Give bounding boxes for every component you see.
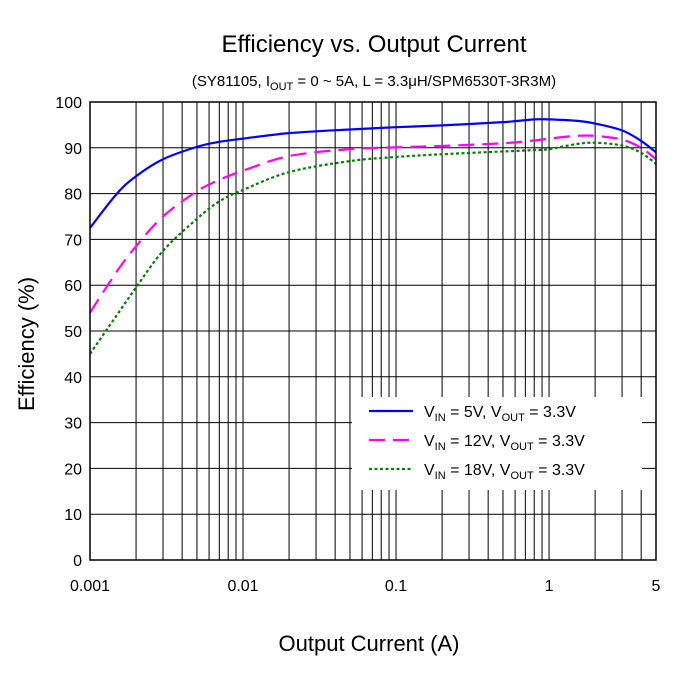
series-line xyxy=(89,134,657,314)
legend-text-part: V xyxy=(424,404,435,421)
legend-subscript: OUT xyxy=(510,441,534,453)
y-tick-label: 90 xyxy=(64,141,82,158)
legend-subscript: IN xyxy=(435,470,446,482)
legend-label: VIN = 12V, VOUT = 3.3V xyxy=(424,433,585,453)
y-tick-label: 40 xyxy=(64,370,82,387)
legend-text-part: = 18V, V xyxy=(446,462,511,479)
y-tick-label: 50 xyxy=(64,324,82,341)
y-tick-label: 30 xyxy=(64,416,82,433)
y-tick-labels: 0 10 20 30 40 50 60 70 80 90 100 xyxy=(55,95,82,570)
legend-subscript: IN xyxy=(435,441,446,453)
y-tick-label: 10 xyxy=(64,507,82,524)
y-tick-label: 20 xyxy=(64,461,82,478)
y-axis-label: Efficiency (%) xyxy=(14,277,39,411)
x-tick-label: 0.01 xyxy=(227,578,258,595)
legend-text-part: = 12V, V xyxy=(446,433,511,450)
legend-text-part: = 3.3V xyxy=(534,462,585,479)
legend-subscript: IN xyxy=(435,412,446,424)
chart-subtitle: (SY81105, IOUT = 0 ~ 5A, L = 3.3μH/SPM65… xyxy=(192,73,556,93)
subtitle-sub: OUT xyxy=(270,81,294,93)
y-tick-label: 70 xyxy=(64,232,82,249)
legend-subscript: OUT xyxy=(502,412,526,424)
plot-lines xyxy=(89,118,657,355)
chart-title: Efficiency vs. Output Current xyxy=(221,31,526,58)
series-line xyxy=(89,118,657,229)
y-tick-label: 60 xyxy=(64,278,82,295)
legend-box xyxy=(352,397,642,490)
x-axis-label: Output Current (A) xyxy=(279,631,460,656)
plot-frame xyxy=(89,101,657,561)
grid xyxy=(90,102,656,560)
series-line xyxy=(89,141,657,355)
legend-subscript: OUT xyxy=(510,470,534,482)
x-tick-label: 1 xyxy=(545,578,554,595)
subtitle-prefix: (SY81105, I xyxy=(192,73,270,90)
legend-label: VIN = 5V, VOUT = 3.3V xyxy=(424,404,576,424)
legend-text-part: = 3.3V xyxy=(525,404,576,421)
x-tick-labels: 0.001 0.01 0.1 1 5 xyxy=(70,578,661,595)
y-tick-label: 0 xyxy=(73,553,82,570)
subtitle-suffix: = 0 ~ 5A, L = 3.3μH/SPM6530T-3R3M) xyxy=(293,73,556,90)
legend-text-part: V xyxy=(424,433,435,450)
legend-text-part: = 5V, V xyxy=(446,404,502,421)
x-tick-label: 0.001 xyxy=(70,578,110,595)
legend-text-part: V xyxy=(424,462,435,479)
y-tick-label: 80 xyxy=(64,187,82,204)
legend-label: VIN = 18V, VOUT = 3.3V xyxy=(424,462,585,482)
y-tick-label: 100 xyxy=(55,95,82,112)
x-tick-label: 0.1 xyxy=(385,578,407,595)
x-tick-label: 5 xyxy=(652,578,661,595)
legend-text-part: = 3.3V xyxy=(534,433,585,450)
